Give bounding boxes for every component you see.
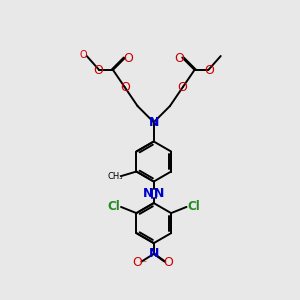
Text: ⁻: ⁻ bbox=[141, 260, 146, 270]
Text: N: N bbox=[148, 116, 159, 129]
Text: O: O bbox=[123, 52, 133, 65]
Text: O: O bbox=[80, 50, 88, 60]
Text: O: O bbox=[204, 64, 214, 77]
Text: Cl: Cl bbox=[187, 200, 200, 213]
Text: N: N bbox=[154, 187, 164, 200]
Text: N: N bbox=[143, 187, 154, 200]
Text: O: O bbox=[120, 81, 130, 94]
Text: N: N bbox=[148, 248, 159, 260]
Text: O: O bbox=[177, 81, 187, 94]
Text: CH₃: CH₃ bbox=[107, 172, 123, 182]
Text: O: O bbox=[133, 256, 142, 269]
Text: O: O bbox=[174, 52, 184, 65]
Text: O: O bbox=[93, 64, 103, 77]
Text: Cl: Cl bbox=[108, 200, 121, 213]
Text: O: O bbox=[164, 256, 173, 269]
